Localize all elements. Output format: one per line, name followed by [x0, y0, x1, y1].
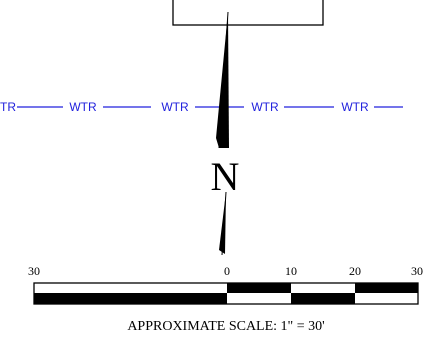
- scale-bar-outline: [33, 282, 419, 305]
- north-letter: N: [211, 154, 240, 199]
- scale-segment: [355, 293, 418, 304]
- scale-tick-label: 10: [285, 264, 297, 278]
- structure-outline: [172, 0, 324, 26]
- scale-tick-label: 30: [28, 264, 40, 278]
- scale-bar: 30 0 10 20 30 APPROXIMATE SCALE: 1" = 30…: [28, 264, 423, 334]
- scale-tick-label: 30: [411, 264, 423, 278]
- north-arrow-wedge-upper: [216, 12, 229, 148]
- wtr-label-partial: TR: [0, 100, 16, 114]
- scale-segment: [227, 283, 291, 293]
- wtr-label: WTR: [69, 100, 97, 114]
- scale-segment: [227, 293, 291, 304]
- scale-segment: [291, 293, 355, 304]
- north-arrow-wedge-lower: [219, 192, 226, 254]
- wtr-label: WTR: [161, 100, 189, 114]
- water-line: TR WTR WTR WTR WTR: [0, 100, 403, 114]
- scale-segment: [291, 283, 355, 293]
- scale-tick-label: 20: [349, 264, 361, 278]
- wtr-label: WTR: [341, 100, 369, 114]
- scale-segment: [34, 293, 227, 304]
- scale-tick-label: 0: [224, 264, 230, 278]
- wtr-label: WTR: [251, 100, 279, 114]
- north-arrow: N: [211, 11, 240, 256]
- scale-caption: APPROXIMATE SCALE: 1" = 30': [127, 319, 324, 334]
- scale-segment: [34, 283, 227, 293]
- scale-segment: [355, 283, 418, 293]
